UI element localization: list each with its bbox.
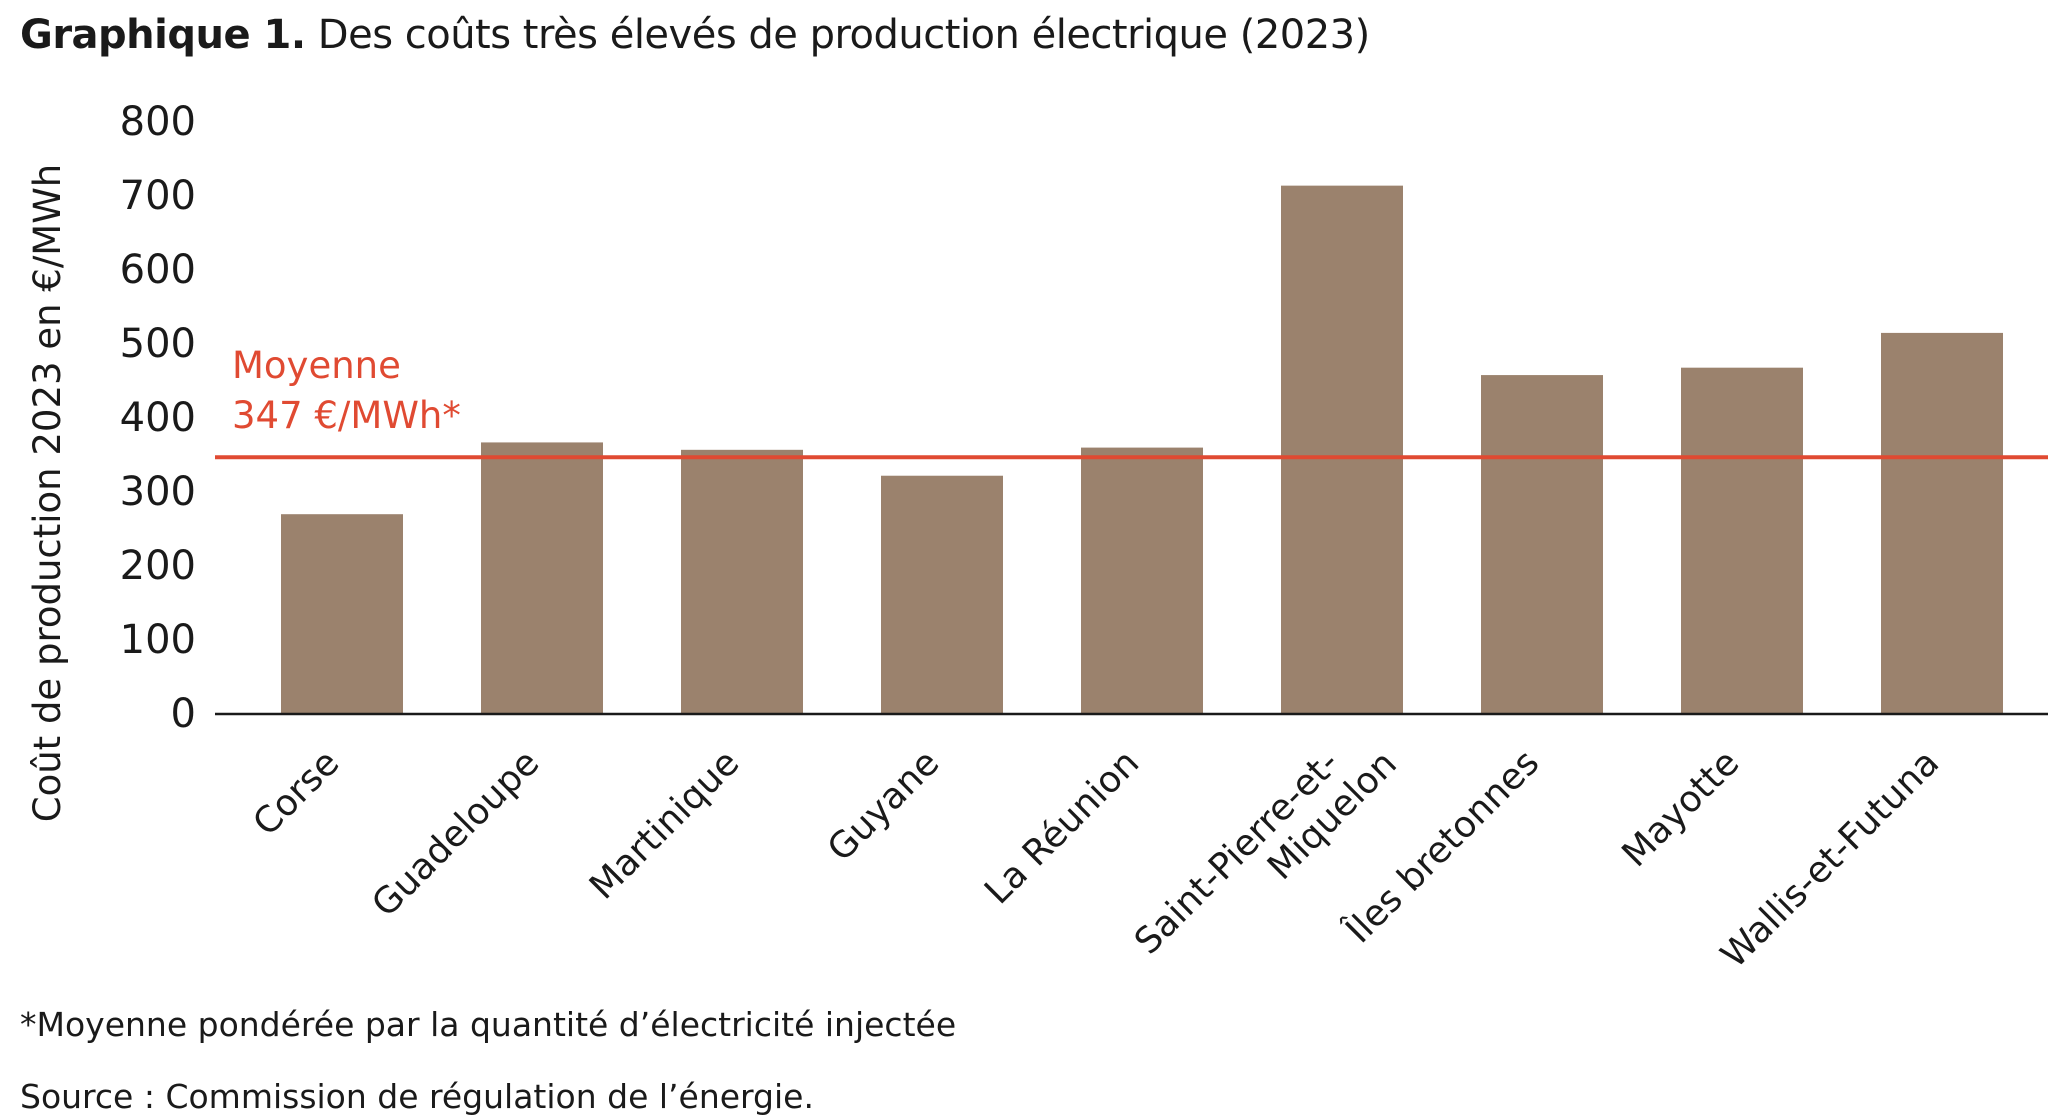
bar-3 <box>681 449 803 714</box>
y-tick-label: 400 <box>120 395 196 441</box>
bar-1 <box>281 514 403 714</box>
chart-title-prefix: Graphique 1. <box>20 12 306 58</box>
x-tick-label: Corse <box>246 742 348 844</box>
footnote: *Moyenne pondérée par la quantité d’élec… <box>20 1005 957 1044</box>
bar-4 <box>881 475 1003 714</box>
y-tick-label: 600 <box>120 247 196 293</box>
average-label-title: Moyenne <box>232 344 401 387</box>
y-tick-label: 700 <box>120 173 196 219</box>
x-tick-label: Guadeloupe <box>364 742 547 925</box>
bar-5 <box>1081 447 1203 714</box>
x-tick-label-line: La Réunion <box>977 742 1147 912</box>
x-tick-label: Saint-Pierre-et-Miquelon <box>1127 714 1405 992</box>
y-axis-label: Coût de production 2023 en €/MWh <box>26 164 69 823</box>
x-tick-label: La Réunion <box>977 742 1147 912</box>
x-tick-label-line: Guadeloupe <box>364 742 547 925</box>
source-note: Source : Commission de régulation de l’é… <box>20 1077 814 1116</box>
chart-title: Graphique 1. Des coûts très élevés de pr… <box>20 12 1370 58</box>
y-tick-label: 0 <box>171 691 196 737</box>
x-tick-label: Wallis-et-Futuna <box>1713 742 1947 976</box>
bar-9 <box>1881 332 2003 714</box>
y-tick-label: 100 <box>120 617 196 663</box>
x-tick-label-line: Martinique <box>582 742 747 907</box>
bar-6 <box>1281 185 1403 714</box>
average-label-value: 347 €/MWh* <box>232 394 461 437</box>
bar-7 <box>1481 375 1603 714</box>
bar-2 <box>481 442 603 714</box>
y-tick-label: 300 <box>120 469 196 515</box>
bar-8 <box>1681 367 1803 714</box>
x-tick-label-line: Mayotte <box>1614 742 1747 875</box>
chart-title-text: Des coûts très élevés de production élec… <box>305 12 1370 58</box>
x-tick-label-line: Guyane <box>820 742 947 869</box>
x-tick-label: Guyane <box>820 742 947 869</box>
x-tick-label-line: Wallis-et-Futuna <box>1713 742 1947 976</box>
x-tick-label: Martinique <box>582 742 747 907</box>
y-tick-label: 500 <box>120 321 196 367</box>
x-tick-label-line: Corse <box>246 742 348 844</box>
y-tick-label: 800 <box>120 99 196 145</box>
x-tick-label: Mayotte <box>1614 742 1747 875</box>
y-tick-label: 200 <box>120 543 196 589</box>
